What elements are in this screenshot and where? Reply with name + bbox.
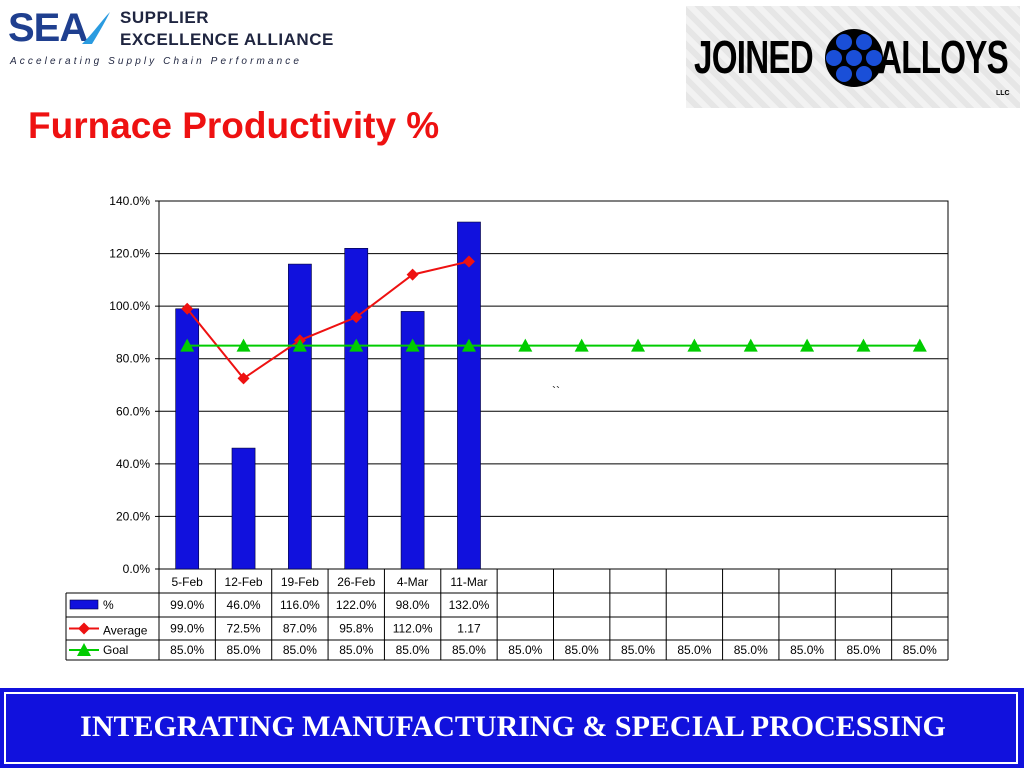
- data-table-cell: 85.0%: [508, 643, 542, 657]
- data-table-cell: 112.0%: [393, 622, 433, 636]
- goal-marker: [856, 338, 871, 352]
- sea-swoosh-icon: [82, 12, 110, 44]
- data-table-cell: 72.5%: [227, 622, 261, 636]
- goal-marker: [743, 338, 758, 352]
- goal-marker: [800, 338, 815, 352]
- footer-banner: INTEGRATING MANUFACTURING & SPECIAL PROC…: [0, 688, 1024, 768]
- data-table-cell: 85.0%: [396, 643, 430, 657]
- bar-percent: [344, 248, 369, 570]
- joined-alloys-logo-word-left: JOINED: [694, 31, 814, 83]
- data-table-cell: 85.0%: [846, 643, 880, 657]
- data-table-cell: 85.0%: [621, 643, 655, 657]
- goal-marker: [236, 338, 251, 352]
- data-table-cell: 46.0%: [227, 598, 261, 612]
- legend-key-marker: [77, 643, 91, 656]
- average-marker: [350, 311, 363, 324]
- average-marker: [237, 372, 250, 385]
- legend-key-marker: [78, 622, 90, 635]
- legend-entry: Goal: [103, 643, 128, 657]
- goal-marker: [180, 338, 195, 352]
- sea-logo: SEA SUPPLIER EXCELLENCE ALLIANCE Acceler…: [6, 4, 336, 70]
- x-category-label: 11-Mar: [450, 575, 487, 589]
- footer-frame: INTEGRATING MANUFACTURING & SPECIAL PROC…: [4, 692, 1018, 764]
- x-category-label: 19-Feb: [281, 575, 319, 589]
- data-table-cell: 122.0%: [336, 598, 377, 612]
- y-tick-label: 0.0%: [123, 562, 151, 576]
- y-tick-label: 80.0%: [116, 352, 150, 366]
- x-category-label: 4-Mar: [397, 575, 428, 589]
- data-table-cell: 116.0%: [280, 598, 320, 612]
- sea-logo-mark: SEA: [8, 6, 88, 50]
- goal-marker: [912, 338, 927, 352]
- x-category-label: 12-Feb: [225, 575, 263, 589]
- x-category-label: 26-Feb: [337, 575, 375, 589]
- sea-tagline: Accelerating Supply Chain Performance: [10, 56, 303, 67]
- stray-mark: ``: [552, 384, 560, 398]
- bar-percent: [457, 221, 481, 570]
- y-tick-label: 40.0%: [116, 457, 150, 471]
- legend-entry: %: [103, 598, 114, 612]
- joined-alloys-logo: JOINED ALLOYS LLC: [686, 6, 1020, 108]
- average-line: [186, 260, 470, 380]
- average-marker: [181, 302, 194, 315]
- y-tick-label: 120.0%: [109, 247, 150, 261]
- goal-marker: [292, 338, 307, 352]
- goal-marker: [405, 338, 420, 352]
- productivity-chart: 0.0% 20.0% 40.0% 60.0% 80.0% 100.0% 120.0% 140.…: [65, 194, 949, 661]
- data-table-cell: 99.0%: [170, 622, 204, 636]
- data-table-cell: 85.0%: [170, 643, 204, 657]
- data-table-cell: 85.0%: [790, 643, 824, 657]
- goal-marker: [574, 338, 589, 352]
- data-table-cell: 85.0%: [903, 643, 937, 657]
- data-table-cell: 85.0%: [734, 643, 768, 657]
- joined-alloys-logo-suffix: LLC: [996, 90, 1010, 97]
- legend-entry: Average: [103, 624, 148, 638]
- data-table-cell: 85.0%: [452, 643, 486, 657]
- goal-marker: [518, 338, 533, 352]
- average-marker: [406, 268, 419, 281]
- data-table-cell: 98.0%: [396, 598, 430, 612]
- y-tick-label: 20.0%: [116, 509, 150, 523]
- bar-percent: [231, 447, 256, 570]
- data-table-cell: 85.0%: [339, 643, 373, 657]
- alloy-balls-icon: [825, 29, 883, 87]
- data-table-cell: 85.0%: [227, 643, 261, 657]
- sea-name-line1: SUPPLIER: [120, 8, 210, 27]
- data-table-cell: 1.17: [457, 622, 481, 636]
- data-table-cell: 85.0%: [677, 643, 711, 657]
- page-title: Furnace Productivity %: [28, 105, 440, 146]
- footer-text: INTEGRATING MANUFACTURING & SPECIAL PROC…: [80, 710, 946, 743]
- legend-key-percent: [69, 599, 99, 610]
- goal-marker: [687, 338, 702, 352]
- y-tick-label: 140.0%: [109, 194, 150, 208]
- data-table-cell: 95.8%: [339, 622, 373, 636]
- data-table-cell: 85.0%: [283, 643, 317, 657]
- sea-name-line2: EXCELLENCE ALLIANCE: [120, 30, 334, 49]
- bar-percent: [400, 311, 425, 570]
- y-tick-label: 60.0%: [116, 404, 150, 418]
- goal-marker: [349, 338, 364, 352]
- goal-marker: [631, 338, 646, 352]
- data-table-cell: 87.0%: [283, 622, 317, 636]
- data-table-cell: 99.0%: [170, 598, 204, 612]
- bar-percent: [288, 263, 312, 570]
- data-table-cell: 132.0%: [449, 598, 490, 612]
- y-tick-label: 100.0%: [109, 299, 150, 313]
- joined-alloys-logo-word-right: ALLOYS: [878, 31, 1009, 83]
- goal-marker: [461, 338, 476, 352]
- x-category-label: 5-Feb: [171, 575, 203, 589]
- average-marker: [462, 255, 475, 268]
- data-table-cell: 85.0%: [565, 643, 599, 657]
